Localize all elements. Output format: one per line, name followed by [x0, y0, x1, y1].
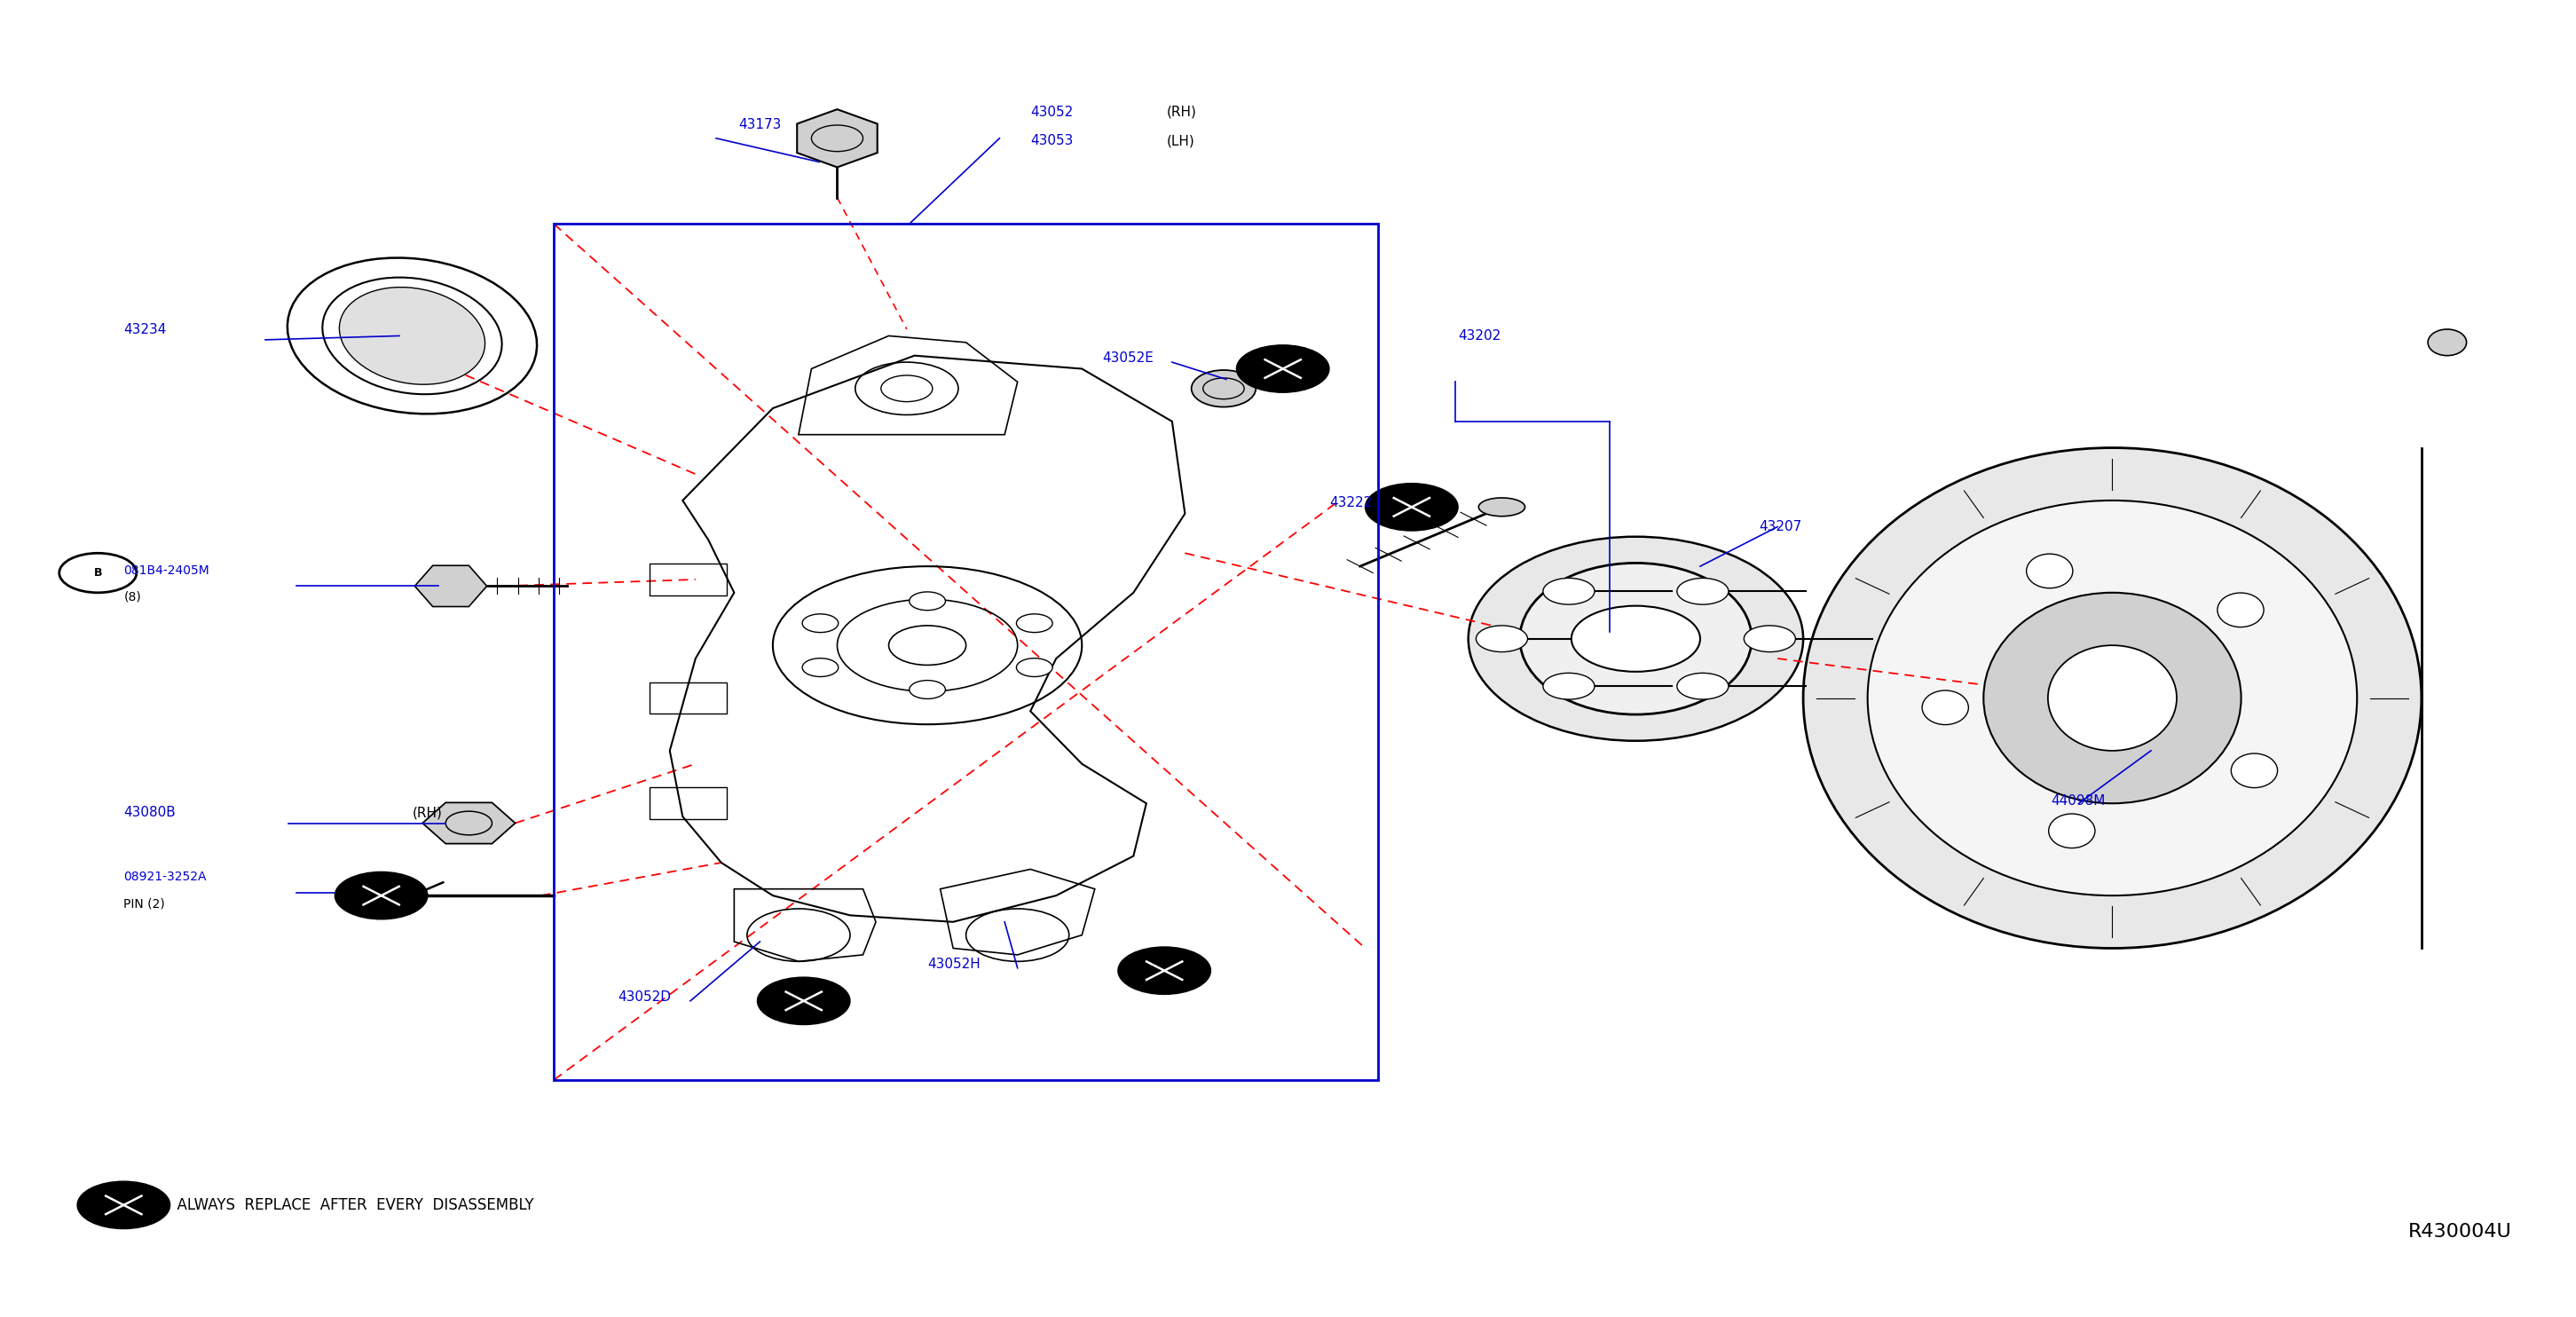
Text: 43052E: 43052E: [1103, 352, 1154, 365]
Circle shape: [909, 681, 945, 699]
Text: (8): (8): [124, 590, 142, 603]
Circle shape: [1677, 578, 1728, 605]
Text: 43234: 43234: [124, 323, 167, 336]
Circle shape: [1018, 614, 1054, 632]
Circle shape: [1677, 673, 1728, 699]
Text: B: B: [93, 568, 103, 578]
Bar: [649, 788, 726, 819]
Circle shape: [335, 872, 428, 919]
Text: 43052: 43052: [1030, 105, 1074, 119]
Ellipse shape: [1190, 370, 1255, 407]
Text: 43207: 43207: [1759, 520, 1803, 533]
Ellipse shape: [1468, 537, 1803, 740]
Circle shape: [1744, 626, 1795, 652]
Text: 44098M: 44098M: [2050, 794, 2105, 807]
Bar: [649, 564, 726, 595]
Text: 43173: 43173: [739, 119, 781, 132]
Circle shape: [1543, 673, 1595, 699]
Circle shape: [1365, 483, 1458, 531]
Circle shape: [77, 1181, 170, 1229]
Bar: [554, 224, 1378, 1080]
Ellipse shape: [2231, 753, 2277, 788]
Text: 43053: 43053: [1030, 134, 1074, 148]
Polygon shape: [415, 565, 487, 607]
Polygon shape: [422, 802, 515, 844]
Ellipse shape: [2048, 645, 2177, 751]
Polygon shape: [796, 109, 878, 167]
Circle shape: [1118, 947, 1211, 994]
Ellipse shape: [2048, 814, 2094, 848]
Text: ALWAYS  REPLACE  AFTER  EVERY  DISASSEMBLY: ALWAYS REPLACE AFTER EVERY DISASSEMBLY: [167, 1197, 533, 1213]
Bar: [649, 682, 726, 714]
Circle shape: [1476, 626, 1528, 652]
Text: 43052D: 43052D: [618, 990, 672, 1004]
Ellipse shape: [1803, 448, 2421, 948]
Text: 43222: 43222: [1329, 497, 1373, 510]
Text: 43202: 43202: [1458, 329, 1502, 342]
Ellipse shape: [2027, 554, 2074, 589]
Ellipse shape: [1984, 593, 2241, 803]
Text: (RH): (RH): [1167, 105, 1198, 119]
Circle shape: [801, 614, 837, 632]
Text: R430004U: R430004U: [2409, 1222, 2512, 1241]
Text: PIN (2): PIN (2): [124, 897, 165, 910]
Ellipse shape: [1520, 564, 1752, 715]
Ellipse shape: [1922, 690, 1968, 724]
Ellipse shape: [1479, 498, 1525, 516]
Text: 081B4-2405M: 081B4-2405M: [124, 564, 209, 577]
Circle shape: [1543, 578, 1595, 605]
Text: (RH): (RH): [412, 806, 443, 819]
Ellipse shape: [340, 287, 484, 385]
Text: 43080B: 43080B: [124, 806, 175, 819]
Text: 43052H: 43052H: [927, 957, 981, 971]
Circle shape: [1236, 345, 1329, 392]
Ellipse shape: [2218, 593, 2264, 627]
Circle shape: [1018, 658, 1054, 677]
Text: (LH): (LH): [1167, 134, 1195, 148]
Ellipse shape: [2427, 329, 2465, 356]
Circle shape: [757, 977, 850, 1025]
Ellipse shape: [1868, 500, 2357, 896]
Circle shape: [909, 591, 945, 610]
Circle shape: [801, 658, 837, 677]
Text: 08921-3252A: 08921-3252A: [124, 871, 206, 884]
Circle shape: [1571, 606, 1700, 672]
